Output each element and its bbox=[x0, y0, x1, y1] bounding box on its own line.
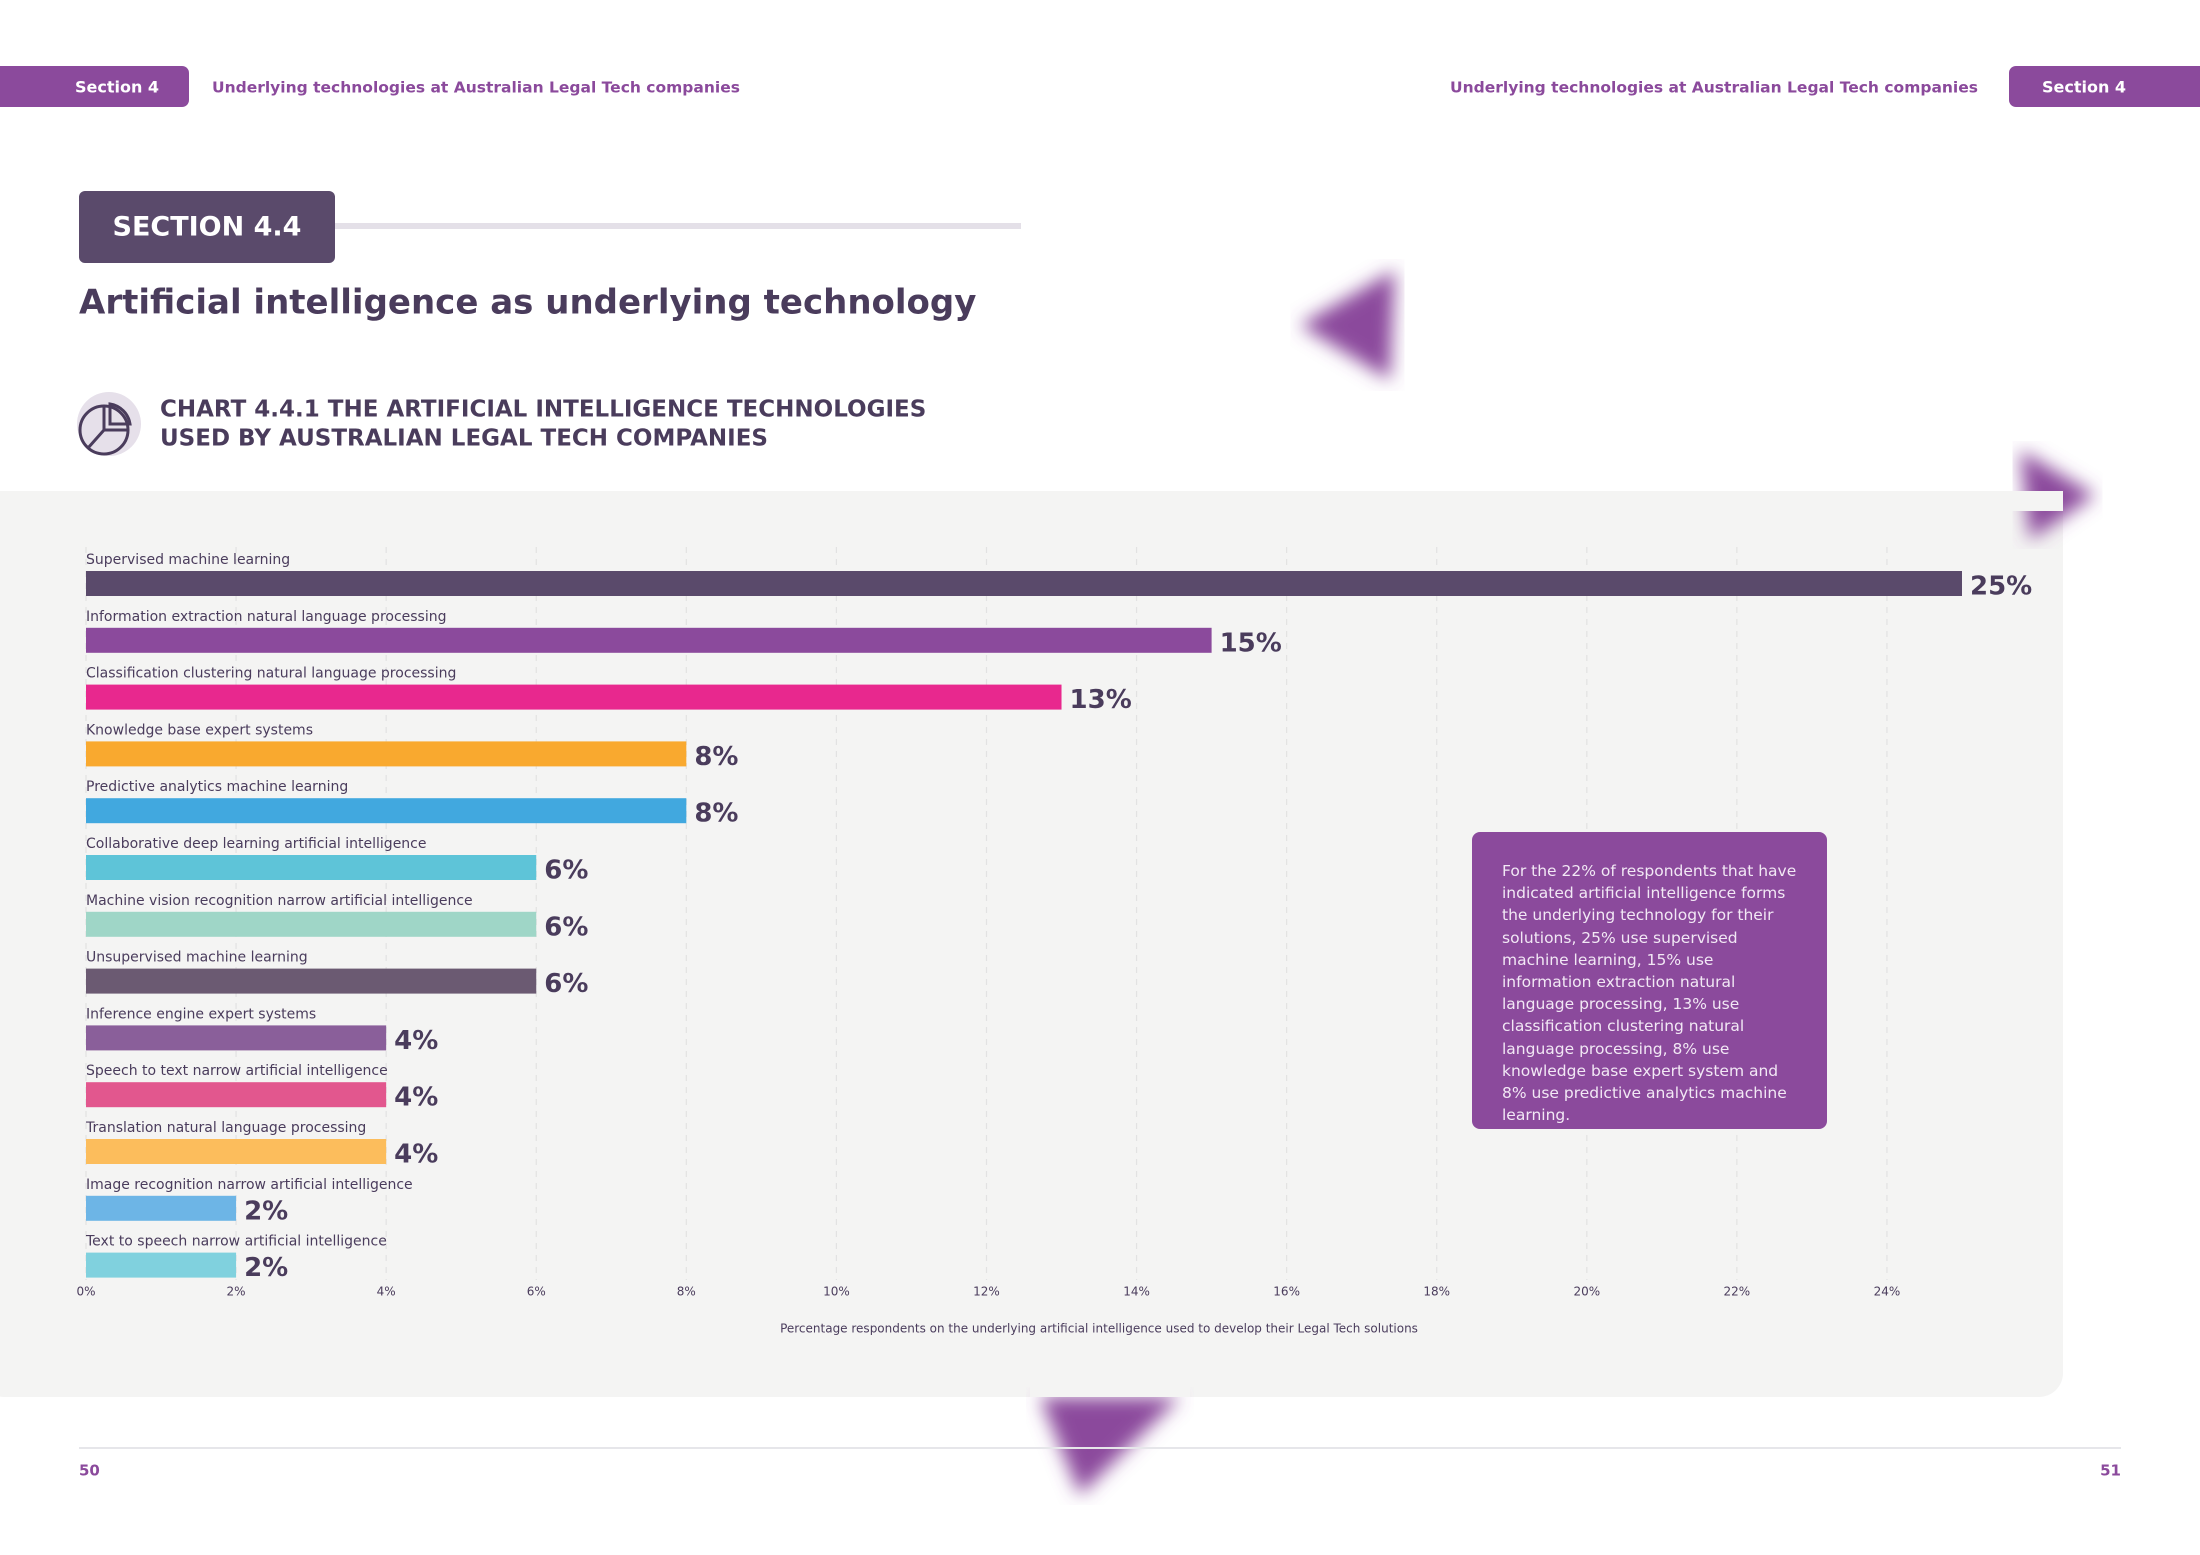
category-label: Translation natural language processing bbox=[85, 1120, 366, 1136]
category-label: Supervised machine learning bbox=[86, 552, 290, 568]
section-tag bbox=[0, 66, 189, 107]
bar bbox=[86, 571, 1962, 596]
category-label: Machine vision recognition narrow artifi… bbox=[86, 893, 473, 909]
section-tag-text: Section 4 bbox=[75, 78, 159, 97]
bar bbox=[86, 855, 537, 880]
chart-title: USED BY AUSTRALIAN LEGAL TECH COMPANIES bbox=[160, 426, 768, 452]
x-tick-label: 20% bbox=[1573, 1285, 1600, 1299]
category-label: Image recognition narrow artificial inte… bbox=[86, 1177, 413, 1193]
decor-triangle bbox=[1040, 1397, 1180, 1495]
section-tag-text: Section 4 bbox=[2042, 78, 2126, 97]
category-label: Collaborative deep learning artificial i… bbox=[86, 836, 426, 852]
category-label: Predictive analytics machine learning bbox=[86, 779, 348, 795]
category-label: Inference engine expert systems bbox=[86, 1006, 316, 1022]
category-label: Information extraction natural language … bbox=[86, 609, 447, 625]
value-label: 6% bbox=[544, 856, 588, 886]
x-tick-label: 8% bbox=[677, 1285, 696, 1299]
bar bbox=[86, 1139, 387, 1164]
x-tick-label: 16% bbox=[1273, 1285, 1300, 1299]
x-tick-label: 12% bbox=[973, 1285, 1000, 1299]
panel-edge bbox=[1030, 1380, 1190, 1397]
bar bbox=[86, 911, 537, 937]
plot: 0% 2% 4% 6% 8% 10% 12% 14% 16% 18% 20% 22% 24% Superv… bbox=[76, 547, 2032, 1299]
bar bbox=[86, 1252, 237, 1278]
category-label: Knowledge base expert systems bbox=[86, 722, 313, 738]
x-tick-label: 0% bbox=[76, 1285, 95, 1299]
bar bbox=[86, 798, 687, 824]
value-label: 13% bbox=[1070, 685, 1132, 715]
section-tag bbox=[2009, 66, 2200, 107]
bar bbox=[86, 1082, 387, 1108]
value-label: 8% bbox=[694, 742, 738, 772]
bar bbox=[86, 684, 1062, 710]
x-tick-label: 14% bbox=[1123, 1285, 1150, 1299]
bar bbox=[86, 968, 537, 994]
value-label: 15% bbox=[1220, 628, 1282, 658]
x-axis-title: Percentage respondents on the underlying… bbox=[780, 1322, 1418, 1336]
annotation: For the 22% of respondents that have ind… bbox=[1472, 832, 1827, 1129]
panel-edge bbox=[0, 491, 2063, 511]
running-title: Underlying technologies at Australian Le… bbox=[212, 79, 740, 97]
category-label: Unsupervised machine learning bbox=[86, 950, 308, 966]
value-label: 8% bbox=[694, 799, 738, 829]
x-tick-label: 18% bbox=[1423, 1285, 1450, 1299]
chart-icon bbox=[86, 402, 132, 449]
bar bbox=[86, 627, 1212, 653]
chart-title: CHART 4.4.1 THE ARTIFICIAL INTELLIGENCE … bbox=[160, 397, 926, 423]
x-tick-label: 10% bbox=[823, 1285, 850, 1299]
bar bbox=[86, 741, 687, 767]
category-label: Classification clustering natural langua… bbox=[86, 666, 456, 682]
x-tick-label: 24% bbox=[1874, 1285, 1901, 1299]
value-label: 6% bbox=[544, 969, 588, 999]
page-number: 51 bbox=[2100, 1462, 2121, 1480]
decor-triangle bbox=[1300, 270, 1395, 380]
value-label: 4% bbox=[394, 1083, 438, 1113]
chart-panel bbox=[0, 491, 2063, 1397]
value-label: 2% bbox=[244, 1253, 288, 1283]
bar bbox=[86, 1025, 387, 1051]
value-label: 4% bbox=[394, 1026, 438, 1056]
section-title: Artificial intelligence as underlying te… bbox=[79, 283, 976, 323]
category-label: Text to speech narrow artificial intelli… bbox=[85, 1234, 387, 1250]
page-number: 50 bbox=[79, 1462, 100, 1480]
running-title: Underlying technologies at Australian Le… bbox=[1450, 79, 1978, 97]
section-box bbox=[79, 191, 335, 263]
x-tick-label: 4% bbox=[377, 1285, 396, 1299]
value-label: 25% bbox=[1970, 572, 2032, 602]
section-label: SECTION 4.4 bbox=[113, 212, 302, 243]
x-tick-label: 22% bbox=[1724, 1285, 1751, 1299]
x-tick-label: 2% bbox=[227, 1285, 246, 1299]
value-label: 6% bbox=[544, 912, 588, 942]
x-tick-label: 6% bbox=[527, 1285, 546, 1299]
value-label: 2% bbox=[244, 1196, 288, 1226]
category-label: Speech to text narrow artificial intelli… bbox=[86, 1063, 388, 1079]
bar bbox=[86, 1195, 237, 1221]
value-label: 4% bbox=[394, 1140, 438, 1170]
